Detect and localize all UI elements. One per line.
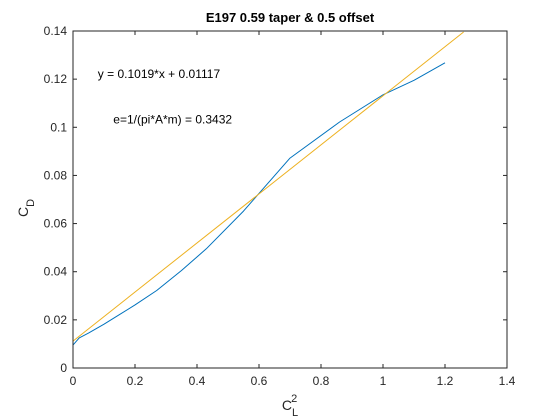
y-axis-label-base: C — [15, 207, 31, 217]
plot-area — [73, 31, 507, 368]
x-tick-label: 0.6 — [251, 374, 268, 388]
annotations: y = 0.1019*x + 0.01117 e=1/(pi*A*m) = 0.3… — [98, 67, 233, 127]
x-tick-label: 1.4 — [499, 374, 516, 388]
ticks-layer: 0 0.2 0.4 0.6 0.8 1 1.2 1.4 0 0.02 0.04 0.06 0.08 0.1… — [44, 24, 516, 388]
y-axis-label: CD — [15, 199, 37, 217]
y-tick-label: 0.06 — [44, 217, 68, 231]
y-tick-label: 0 — [60, 361, 67, 375]
x-tick-label: 0.2 — [127, 374, 144, 388]
y-tick-label: 0.02 — [44, 313, 68, 327]
axes-box — [72, 30, 508, 369]
y-tick-label: 0.04 — [44, 265, 68, 279]
x-axis-label-superscript: 2 — [291, 393, 297, 405]
chart-title: E197 0.59 taper & 0.5 offset — [206, 10, 375, 25]
series-line-1 — [72, 31, 464, 342]
annotation-1: e=1/(pi*A*m) = 0.3432 — [113, 113, 232, 127]
x-tick-label: 0 — [70, 374, 77, 388]
series-layer — [72, 31, 464, 346]
x-tick-label: 0.8 — [313, 374, 330, 388]
x-tick-label: 1.2 — [437, 374, 454, 388]
series-line-0 — [72, 62, 446, 346]
x-tick-label: 0.4 — [189, 374, 206, 388]
annotation-0: y = 0.1019*x + 0.01117 — [98, 67, 221, 81]
x-tick-label: 1 — [380, 374, 387, 388]
y-tick-label: 0.1 — [50, 120, 67, 134]
y-tick-label: 0.14 — [44, 24, 68, 38]
x-axis-label-base: C — [282, 397, 292, 413]
y-tick-label: 0.08 — [44, 168, 68, 182]
x-axis-label-subscript: L — [292, 407, 298, 419]
y-tick-label: 0.12 — [44, 72, 68, 86]
x-axis-label: CL 2 — [282, 393, 298, 419]
y-axis-label-subscript: D — [25, 199, 37, 207]
